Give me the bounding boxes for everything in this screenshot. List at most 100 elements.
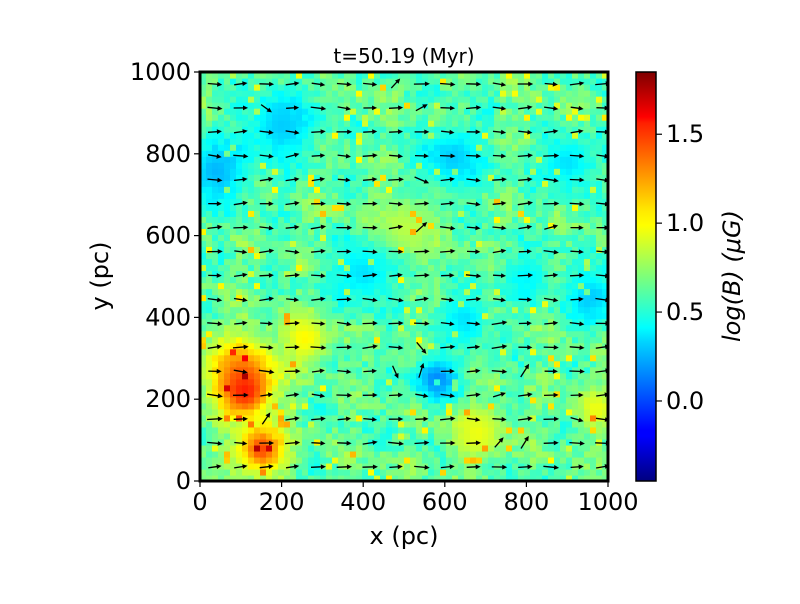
heatmap-cell: [422, 138, 429, 145]
heatmap-cell: [584, 114, 591, 121]
heatmap-cell: [554, 114, 561, 121]
heatmap-cell: [518, 319, 525, 326]
heatmap-cell: [470, 90, 477, 97]
heatmap-cell: [560, 343, 567, 350]
heatmap-cell: [506, 108, 513, 115]
heatmap-cell: [416, 156, 423, 163]
heatmap-cell: [452, 469, 459, 476]
heatmap-cell: [566, 252, 573, 259]
heatmap-cell: [524, 313, 531, 320]
heatmap-cell: [404, 108, 411, 115]
heatmap-cell: [308, 240, 315, 247]
heatmap-cell: [290, 457, 297, 464]
heatmap-cell: [428, 96, 435, 103]
heatmap-cell: [536, 355, 543, 362]
heatmap-cell: [536, 240, 543, 247]
heatmap-cell: [356, 361, 363, 368]
heatmap-cell: [356, 210, 363, 217]
heatmap-cell: [590, 379, 597, 386]
heatmap-cell: [392, 289, 399, 296]
heatmap-cell: [560, 391, 567, 398]
heatmap-cell: [434, 198, 441, 205]
heatmap-cell: [260, 343, 267, 350]
heatmap-cell: [584, 150, 591, 157]
heatmap-cell: [206, 192, 213, 199]
heatmap-cell: [452, 186, 459, 193]
heatmap-cell: [434, 150, 441, 157]
heatmap-cell: [386, 451, 393, 458]
heatmap-cell: [416, 409, 423, 416]
heatmap-cell: [446, 355, 453, 362]
heatmap-cell: [500, 337, 507, 344]
heatmap-cell: [236, 301, 243, 308]
heatmap-cell: [278, 246, 285, 253]
heatmap-cell: [440, 234, 447, 241]
heatmap-cell: [512, 319, 519, 326]
heatmap-cell: [548, 156, 555, 163]
heatmap-cell: [356, 457, 363, 464]
heatmap-cell: [464, 445, 471, 452]
heatmap-cell: [326, 168, 333, 175]
heatmap-cell: [314, 162, 321, 169]
heatmap-cell: [362, 349, 369, 356]
heatmap-cell: [386, 403, 393, 410]
heatmap-cell: [356, 156, 363, 163]
heatmap-cell: [278, 469, 285, 476]
heatmap-cell: [584, 228, 591, 235]
heatmap-cell: [332, 156, 339, 163]
heatmap-cell: [362, 325, 369, 332]
heatmap-cell: [404, 445, 411, 452]
heatmap-cell: [458, 96, 465, 103]
heatmap-cell: [260, 457, 267, 464]
heatmap-cell: [410, 373, 417, 380]
heatmap-cell: [278, 240, 285, 247]
heatmap-cell: [302, 469, 309, 476]
heatmap-cell: [542, 283, 549, 290]
heatmap-cell: [296, 403, 303, 410]
heatmap-cell: [536, 349, 543, 356]
heatmap-cell: [446, 289, 453, 296]
heatmap-cell: [566, 373, 573, 380]
heatmap-cell: [446, 433, 453, 440]
heatmap-cell: [422, 427, 429, 434]
heatmap-cell: [380, 325, 387, 332]
heatmap-cell: [392, 469, 399, 476]
heatmap-cell: [446, 216, 453, 223]
heatmap-cell: [578, 457, 585, 464]
heatmap-cell: [506, 126, 513, 133]
heatmap-cell: [224, 204, 231, 211]
heatmap-cell: [320, 337, 327, 344]
heatmap-cell: [434, 102, 441, 109]
heatmap-cell: [548, 397, 555, 404]
heatmap-cell: [530, 337, 537, 344]
heatmap-cell: [254, 349, 261, 356]
heatmap-cell: [248, 295, 255, 302]
heatmap-cell: [482, 409, 489, 416]
heatmap-cell: [536, 343, 543, 350]
heatmap-cell: [464, 319, 471, 326]
heatmap-cell: [458, 174, 465, 181]
heatmap-cell: [410, 252, 417, 259]
heatmap-cell: [428, 162, 435, 169]
heatmap-cell: [524, 186, 531, 193]
heatmap-cell: [566, 451, 573, 458]
heatmap-cell: [584, 331, 591, 338]
heatmap-cell: [452, 126, 459, 133]
heatmap-cell: [284, 228, 291, 235]
heatmap-cell: [374, 180, 381, 187]
heatmap-cell: [278, 277, 285, 284]
heatmap-cell: [320, 457, 327, 464]
heatmap-cell: [536, 385, 543, 392]
heatmap-cell: [416, 144, 423, 151]
heatmap-cell: [440, 463, 447, 470]
heatmap-cell: [560, 325, 567, 332]
heatmap-cell: [560, 367, 567, 374]
heatmap-cell: [536, 258, 543, 265]
heatmap-cell: [254, 138, 261, 145]
heatmap-cell: [344, 337, 351, 344]
heatmap-cell: [236, 391, 243, 398]
heatmap-cell: [374, 114, 381, 121]
heatmap-cell: [272, 174, 279, 181]
heatmap-cell: [536, 283, 543, 290]
heatmap-cell: [500, 313, 507, 320]
